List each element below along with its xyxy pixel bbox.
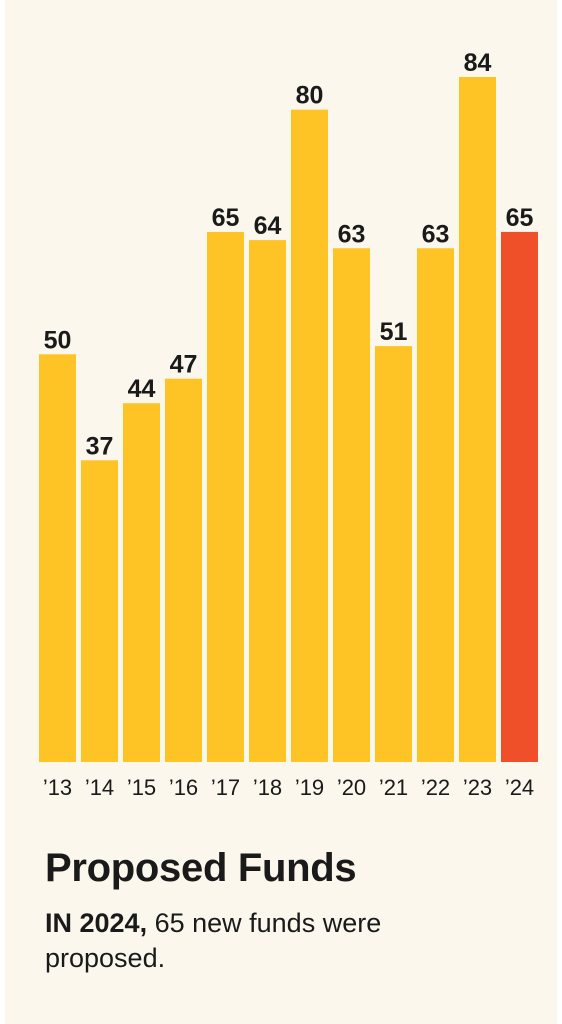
bar-8: [375, 346, 412, 762]
chart-title: Proposed Funds: [45, 846, 357, 890]
data-label-10: 84: [464, 49, 492, 77]
x-tick-label-8: ’21: [379, 775, 408, 800]
data-label-6: 80: [296, 82, 324, 110]
data-label-3: 47: [170, 351, 198, 379]
x-tick-label-9: ’22: [421, 775, 450, 800]
x-tick-label-5: ’18: [253, 775, 282, 800]
bar-6: [291, 109, 328, 763]
x-tick-label-2: ’15: [127, 775, 156, 800]
bar-3: [165, 378, 202, 762]
x-tick-label-3: ’16: [169, 775, 198, 800]
chart-caption: IN 2024, 65 new funds were proposed.: [45, 906, 465, 976]
bar-1: [81, 460, 118, 762]
x-tick-label-1: ’14: [85, 775, 114, 800]
data-label-11: 65: [506, 204, 534, 232]
bar-10: [459, 77, 496, 762]
x-tick-label-4: ’17: [211, 775, 240, 800]
caption-lead: IN 2024,: [45, 908, 148, 938]
x-tick-label-0: ’13: [43, 775, 72, 800]
data-label-9: 63: [422, 220, 450, 248]
data-label-2: 44: [128, 375, 156, 403]
data-label-4: 65: [212, 204, 240, 232]
bar-9: [417, 248, 454, 762]
data-label-0: 50: [44, 326, 72, 354]
bar-2: [123, 403, 160, 762]
bar-chart: 50 37 44 47 65 64 80 63 51 63 84 65 ’13 ’14 ’15 ’16 ’17…: [39, 49, 538, 800]
data-label-8: 51: [380, 318, 408, 346]
bar-11: [501, 231, 538, 762]
data-label-7: 63: [338, 220, 366, 248]
bars-group: [39, 77, 538, 763]
data-label-1: 37: [86, 432, 114, 460]
caption-text: 65 new funds were proposed.: [45, 908, 382, 973]
x-tick-label-6: ’19: [295, 775, 324, 800]
x-tick-label-11: ’24: [505, 775, 534, 800]
x-tick-labels-group: ’13 ’14 ’15 ’16 ’17 ’18 ’19 ’20 ’21 ’22 ’23 ’24: [43, 775, 534, 800]
bar-4: [207, 231, 244, 762]
x-tick-label-10: ’23: [463, 775, 492, 800]
bar-0: [39, 354, 76, 762]
x-tick-label-7: ’20: [337, 775, 366, 800]
bar-7: [333, 248, 370, 762]
value-labels-group: 50 37 44 47 65 64 80 63 51 63 84 65: [44, 49, 534, 460]
data-label-5: 64: [254, 212, 282, 240]
bar-5: [249, 240, 286, 763]
